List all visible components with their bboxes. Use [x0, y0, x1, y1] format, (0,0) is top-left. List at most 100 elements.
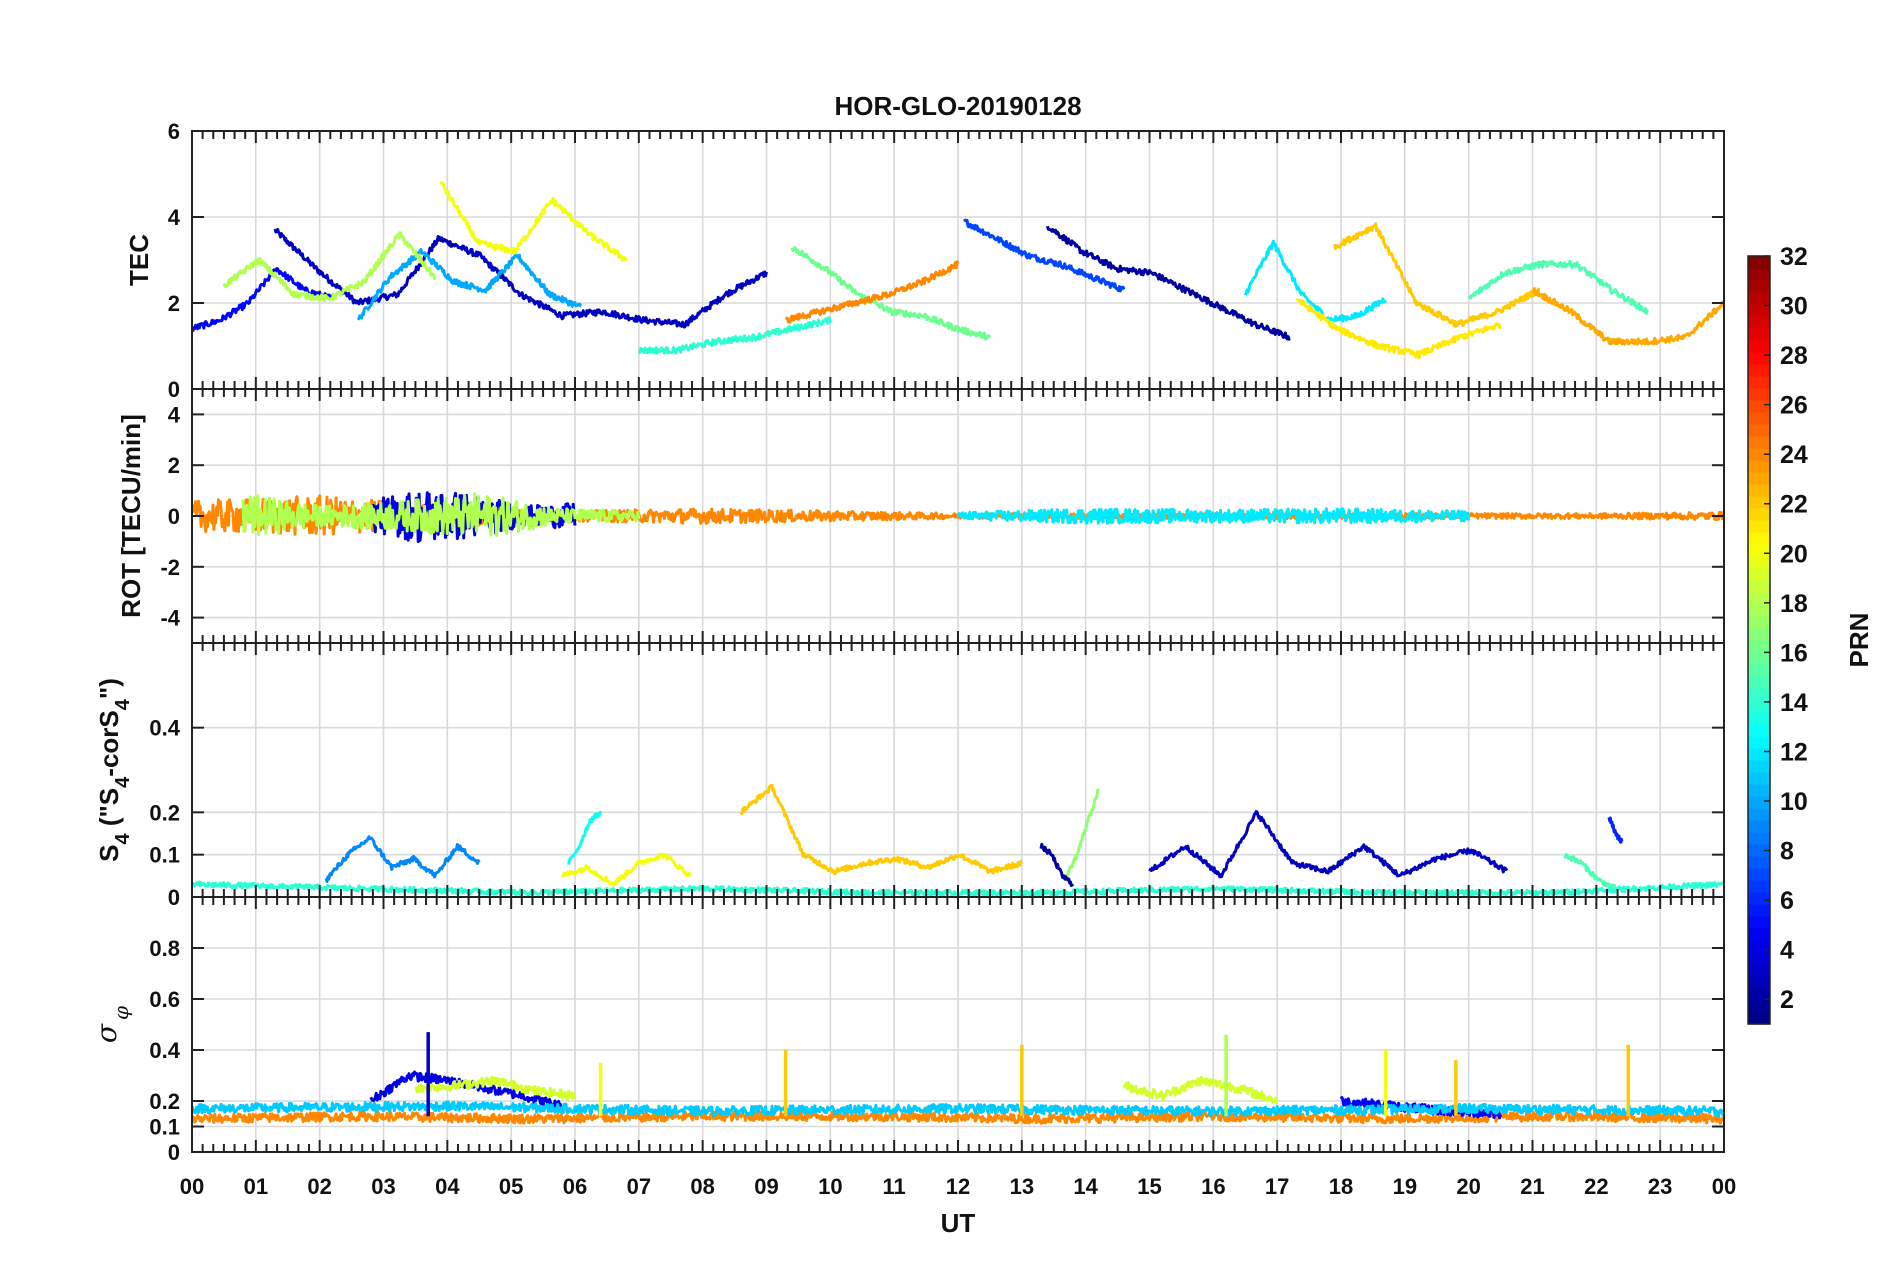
x-tick-label: 13 — [1010, 1174, 1034, 1199]
x-tick-label: 12 — [946, 1174, 970, 1199]
colorbar-frame — [1747, 255, 1771, 1025]
colorbar-tick-label: 6 — [1780, 887, 1794, 915]
y-tick-label: 0.4 — [149, 1038, 180, 1063]
colorbar-segment — [1748, 1012, 1770, 1025]
plot-area — [192, 180, 1724, 359]
colorbar-segment — [1748, 964, 1770, 977]
colorbar-segment — [1748, 796, 1770, 809]
y-tick-label: 0.8 — [149, 936, 180, 961]
colorbar-segment — [1748, 544, 1770, 557]
colorbar-segment — [1748, 856, 1770, 869]
y-tick-label: 2 — [168, 291, 180, 316]
series-prn-14 — [638, 316, 832, 355]
colorbar-tick-label: 16 — [1780, 639, 1808, 667]
y-tick-label: 0.2 — [149, 800, 180, 825]
colorbar-segment — [1748, 580, 1770, 593]
series-prn-2 — [1045, 225, 1291, 341]
colorbar-segment — [1748, 340, 1770, 353]
colorbar-segment — [1748, 772, 1770, 785]
series-prn-18 — [222, 231, 437, 302]
colorbar-segment — [1748, 844, 1770, 857]
series-prn-20 — [439, 180, 628, 262]
panel-s4: 0 0.1 0.2 0.4 S4 ("S4-corS4") — [94, 642, 1725, 910]
colorbar-segment — [1748, 640, 1770, 653]
colorbar-tick-label: 32 — [1780, 243, 1808, 271]
series-prn-18 — [241, 492, 641, 537]
colorbar-tick-label: 22 — [1780, 491, 1808, 519]
colorbar-segment — [1748, 676, 1770, 689]
x-axis-label: UT — [941, 1208, 976, 1238]
colorbar-segment — [1748, 460, 1770, 473]
series-prn-17 — [1065, 788, 1100, 879]
x-tick-label: 05 — [499, 1174, 523, 1199]
colorbar-segment — [1748, 664, 1770, 677]
colorbar-label: PRN — [1844, 613, 1874, 668]
y-axis-label: S4 ("S4-corS4") — [94, 678, 134, 862]
y-tick-label: 0 — [168, 504, 180, 529]
colorbar-tick-label: 14 — [1780, 689, 1808, 717]
y-tick-label: -2 — [160, 555, 180, 580]
colorbar-tick-label: 12 — [1780, 738, 1808, 766]
x-tick-label: 19 — [1393, 1174, 1417, 1199]
x-tick-label: 02 — [307, 1174, 331, 1199]
colorbar-segment — [1748, 760, 1770, 773]
colorbar-segment — [1748, 400, 1770, 413]
y-tick-label: 0.6 — [149, 987, 180, 1012]
colorbar-segment — [1748, 376, 1770, 389]
colorbar-segment — [1748, 916, 1770, 929]
colorbar-tick-label: 18 — [1780, 590, 1808, 618]
x-tick-label: 16 — [1201, 1174, 1225, 1199]
series-prn-24 — [192, 1110, 1724, 1125]
colorbar-segment — [1748, 928, 1770, 941]
y-tick-label: 4 — [168, 402, 181, 427]
x-tick-label: 00 — [180, 1174, 204, 1199]
series-prn-2 — [1039, 842, 1075, 888]
y-tick-label: 0.4 — [149, 716, 180, 741]
x-tick-label: 08 — [690, 1174, 714, 1199]
colorbar-segment — [1748, 724, 1770, 737]
colorbar-segment — [1748, 904, 1770, 917]
x-tick-label: 20 — [1456, 1174, 1480, 1199]
y-tick-label: 0.1 — [149, 843, 180, 868]
colorbar-segment — [1748, 784, 1770, 797]
y-tick-label: 2 — [168, 453, 180, 478]
colorbar-segment — [1748, 652, 1770, 665]
colorbar-segment — [1748, 304, 1770, 317]
series-prn-12 — [956, 507, 1471, 525]
colorbar-tick-label: 30 — [1780, 293, 1808, 321]
y-axis-label: σφ — [90, 1006, 133, 1043]
colorbar-segment — [1748, 892, 1770, 905]
colorbar-segment — [1748, 628, 1770, 641]
x-tick-label: 03 — [371, 1174, 395, 1199]
y-tick-label: 0 — [168, 885, 180, 910]
plot-area — [192, 491, 1724, 544]
colorbar-segment — [1748, 976, 1770, 989]
x-tick-label: 15 — [1137, 1174, 1161, 1199]
y-tick-label: 6 — [168, 119, 180, 144]
colorbar-segment — [1748, 940, 1770, 953]
series-prn-3 — [273, 228, 768, 329]
minor-ticks — [191, 130, 1725, 390]
series-prn-10 — [356, 248, 582, 321]
series-prn-16 — [790, 246, 992, 341]
colorbar-tick-label: 2 — [1780, 986, 1794, 1014]
series-prn-22 — [739, 783, 1023, 876]
series-prn-9 — [324, 835, 481, 883]
series-prn-23 — [1531, 287, 1724, 346]
colorbar-segment — [1748, 868, 1770, 881]
colorbar-tick-label: 24 — [1780, 441, 1808, 469]
colorbar-segment — [1748, 820, 1770, 833]
colorbar-segment — [1748, 484, 1770, 497]
x-tick-label: 10 — [818, 1174, 842, 1199]
x-tick-label: 11 — [883, 1174, 906, 1199]
colorbar-tick-label: 26 — [1780, 392, 1808, 420]
colorbar-tick-label: 20 — [1780, 540, 1808, 568]
y-tick-label: 0.1 — [149, 1115, 180, 1140]
colorbar-segment — [1748, 712, 1770, 725]
colorbar-segment — [1748, 592, 1770, 605]
panel-sigma-phi: 00.10.2 0.4 0.6 0.8 σφ — [90, 896, 1725, 1165]
y-tick-label: -4 — [160, 606, 180, 631]
series-prn-20 — [560, 852, 692, 887]
panel-tec: 0 2 4 6 TEC — [124, 119, 1725, 402]
